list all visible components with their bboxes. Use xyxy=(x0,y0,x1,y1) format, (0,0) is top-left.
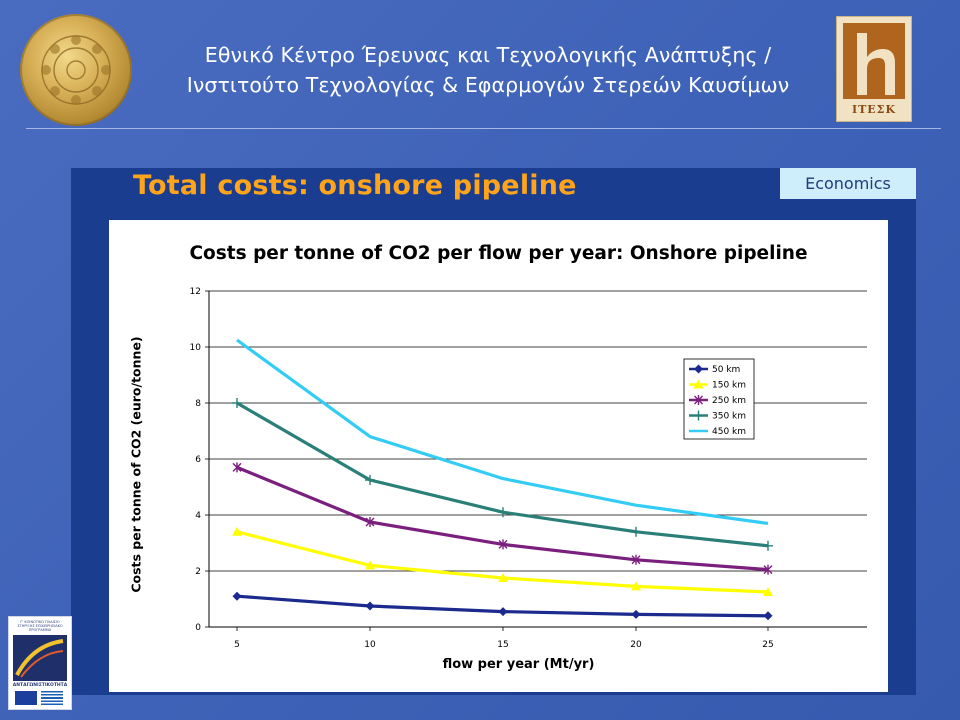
chart-card: Costs per tonne of CO2 per flow per year… xyxy=(109,220,888,692)
y-tick-label: 6 xyxy=(195,455,201,465)
data-point-series-0 xyxy=(498,607,508,617)
data-point-series-0 xyxy=(631,609,641,619)
y-tick-label: 8 xyxy=(195,399,201,409)
y-tick-label: 2 xyxy=(195,567,201,577)
data-point-series-1 xyxy=(631,581,641,591)
slide-heading: Total costs: onshore pipeline xyxy=(133,170,577,201)
y-tick-label: 12 xyxy=(190,287,201,297)
legend-label: 50 km xyxy=(712,365,740,375)
data-point-series-3 xyxy=(232,398,242,408)
legend-label: 250 km xyxy=(712,396,746,406)
data-point-series-3 xyxy=(365,475,375,485)
legend-marker xyxy=(694,364,703,374)
economics-tag: Economics xyxy=(780,168,916,199)
program-logo-caption: Γ' ΚΟΙΝΟΤΙΚΟ ΠΛΑΙΣΙΟ ΣΤΗΡΙΞΗΣ ΕΠΙΧΕΙΡΗΣΙ… xyxy=(17,620,63,632)
data-point-series-0 xyxy=(232,591,242,601)
header-title: Εθνικό Κέντρο Έρευνας και Τεχνολογικής Α… xyxy=(148,40,828,100)
x-tick-label: 10 xyxy=(364,640,376,650)
data-point-series-3 xyxy=(631,526,641,537)
itesk-glyph-icon xyxy=(843,23,905,99)
data-point-series-1 xyxy=(232,526,242,536)
eu-flag-icon xyxy=(15,691,37,705)
data-point-series-3 xyxy=(498,507,508,518)
greek-flag-icon xyxy=(41,691,63,705)
data-point-series-1 xyxy=(763,587,773,596)
legend-label: 450 km xyxy=(712,427,746,437)
data-point-series-2 xyxy=(631,554,641,565)
legend-marker xyxy=(693,410,704,421)
program-logo-flags xyxy=(13,691,67,705)
slide-header: Εθνικό Κέντρο Έρευνας και Τεχνολογικής Α… xyxy=(0,0,960,130)
legend-label: 350 km xyxy=(712,412,746,422)
x-axis-label: flow per year (Mt/yr) xyxy=(442,657,595,672)
data-point-series-3 xyxy=(763,540,773,551)
y-tick-label: 4 xyxy=(195,511,201,521)
header-title-line1: Εθνικό Κέντρο Έρευνας και Τεχνολογικής Α… xyxy=(204,43,772,67)
itesk-logo-text: ΙΤΕΣΚ xyxy=(851,103,897,116)
program-logo-word: ΑΝΤΑΓΩΝΙΣΤΙΚΟΤΗΤΑ xyxy=(12,683,68,688)
header-title-line2: Ινστιτούτο Τεχνολογίας & Εφαρμογών Στερε… xyxy=(186,73,790,97)
data-point-series-0 xyxy=(365,601,375,611)
chart-title: Costs per tonne of CO2 per flow per year… xyxy=(189,243,808,264)
golden-seal-icon xyxy=(20,14,132,126)
data-point-series-1 xyxy=(498,573,508,582)
data-point-series-1 xyxy=(365,560,375,570)
program-logo: Γ' ΚΟΙΝΟΤΙΚΟ ΠΛΑΙΣΙΟ ΣΤΗΡΙΞΗΣ ΕΠΙΧΕΙΡΗΣΙ… xyxy=(8,616,72,710)
data-point-series-2 xyxy=(763,564,773,575)
header-divider xyxy=(26,128,941,129)
data-point-series-0 xyxy=(763,611,773,621)
itesk-logo: ΙΤΕΣΚ xyxy=(836,16,912,122)
x-tick-label: 25 xyxy=(762,640,773,650)
x-tick-label: 15 xyxy=(497,640,508,650)
data-point-series-2 xyxy=(232,462,242,473)
slide-image-panel: Total costs: onshore pipeline Economics … xyxy=(71,168,916,695)
data-point-series-2 xyxy=(365,517,375,527)
series-line-4 xyxy=(236,338,769,525)
legend-label: 150 km xyxy=(712,381,746,391)
legend-marker xyxy=(693,379,704,389)
data-point-series-2 xyxy=(498,539,508,550)
y-tick-label: 0 xyxy=(195,623,201,633)
series-line-2 xyxy=(236,465,769,572)
program-logo-art-icon xyxy=(13,635,67,681)
y-tick-label: 10 xyxy=(190,343,202,353)
x-tick-label: 5 xyxy=(234,640,240,650)
x-tick-label: 20 xyxy=(630,640,642,650)
legend-marker xyxy=(694,395,703,405)
line-chart: 0 2 4 6 8 10 12 5 10 15 20 25 50 km 150 km 250 km 350 k… xyxy=(190,287,867,650)
